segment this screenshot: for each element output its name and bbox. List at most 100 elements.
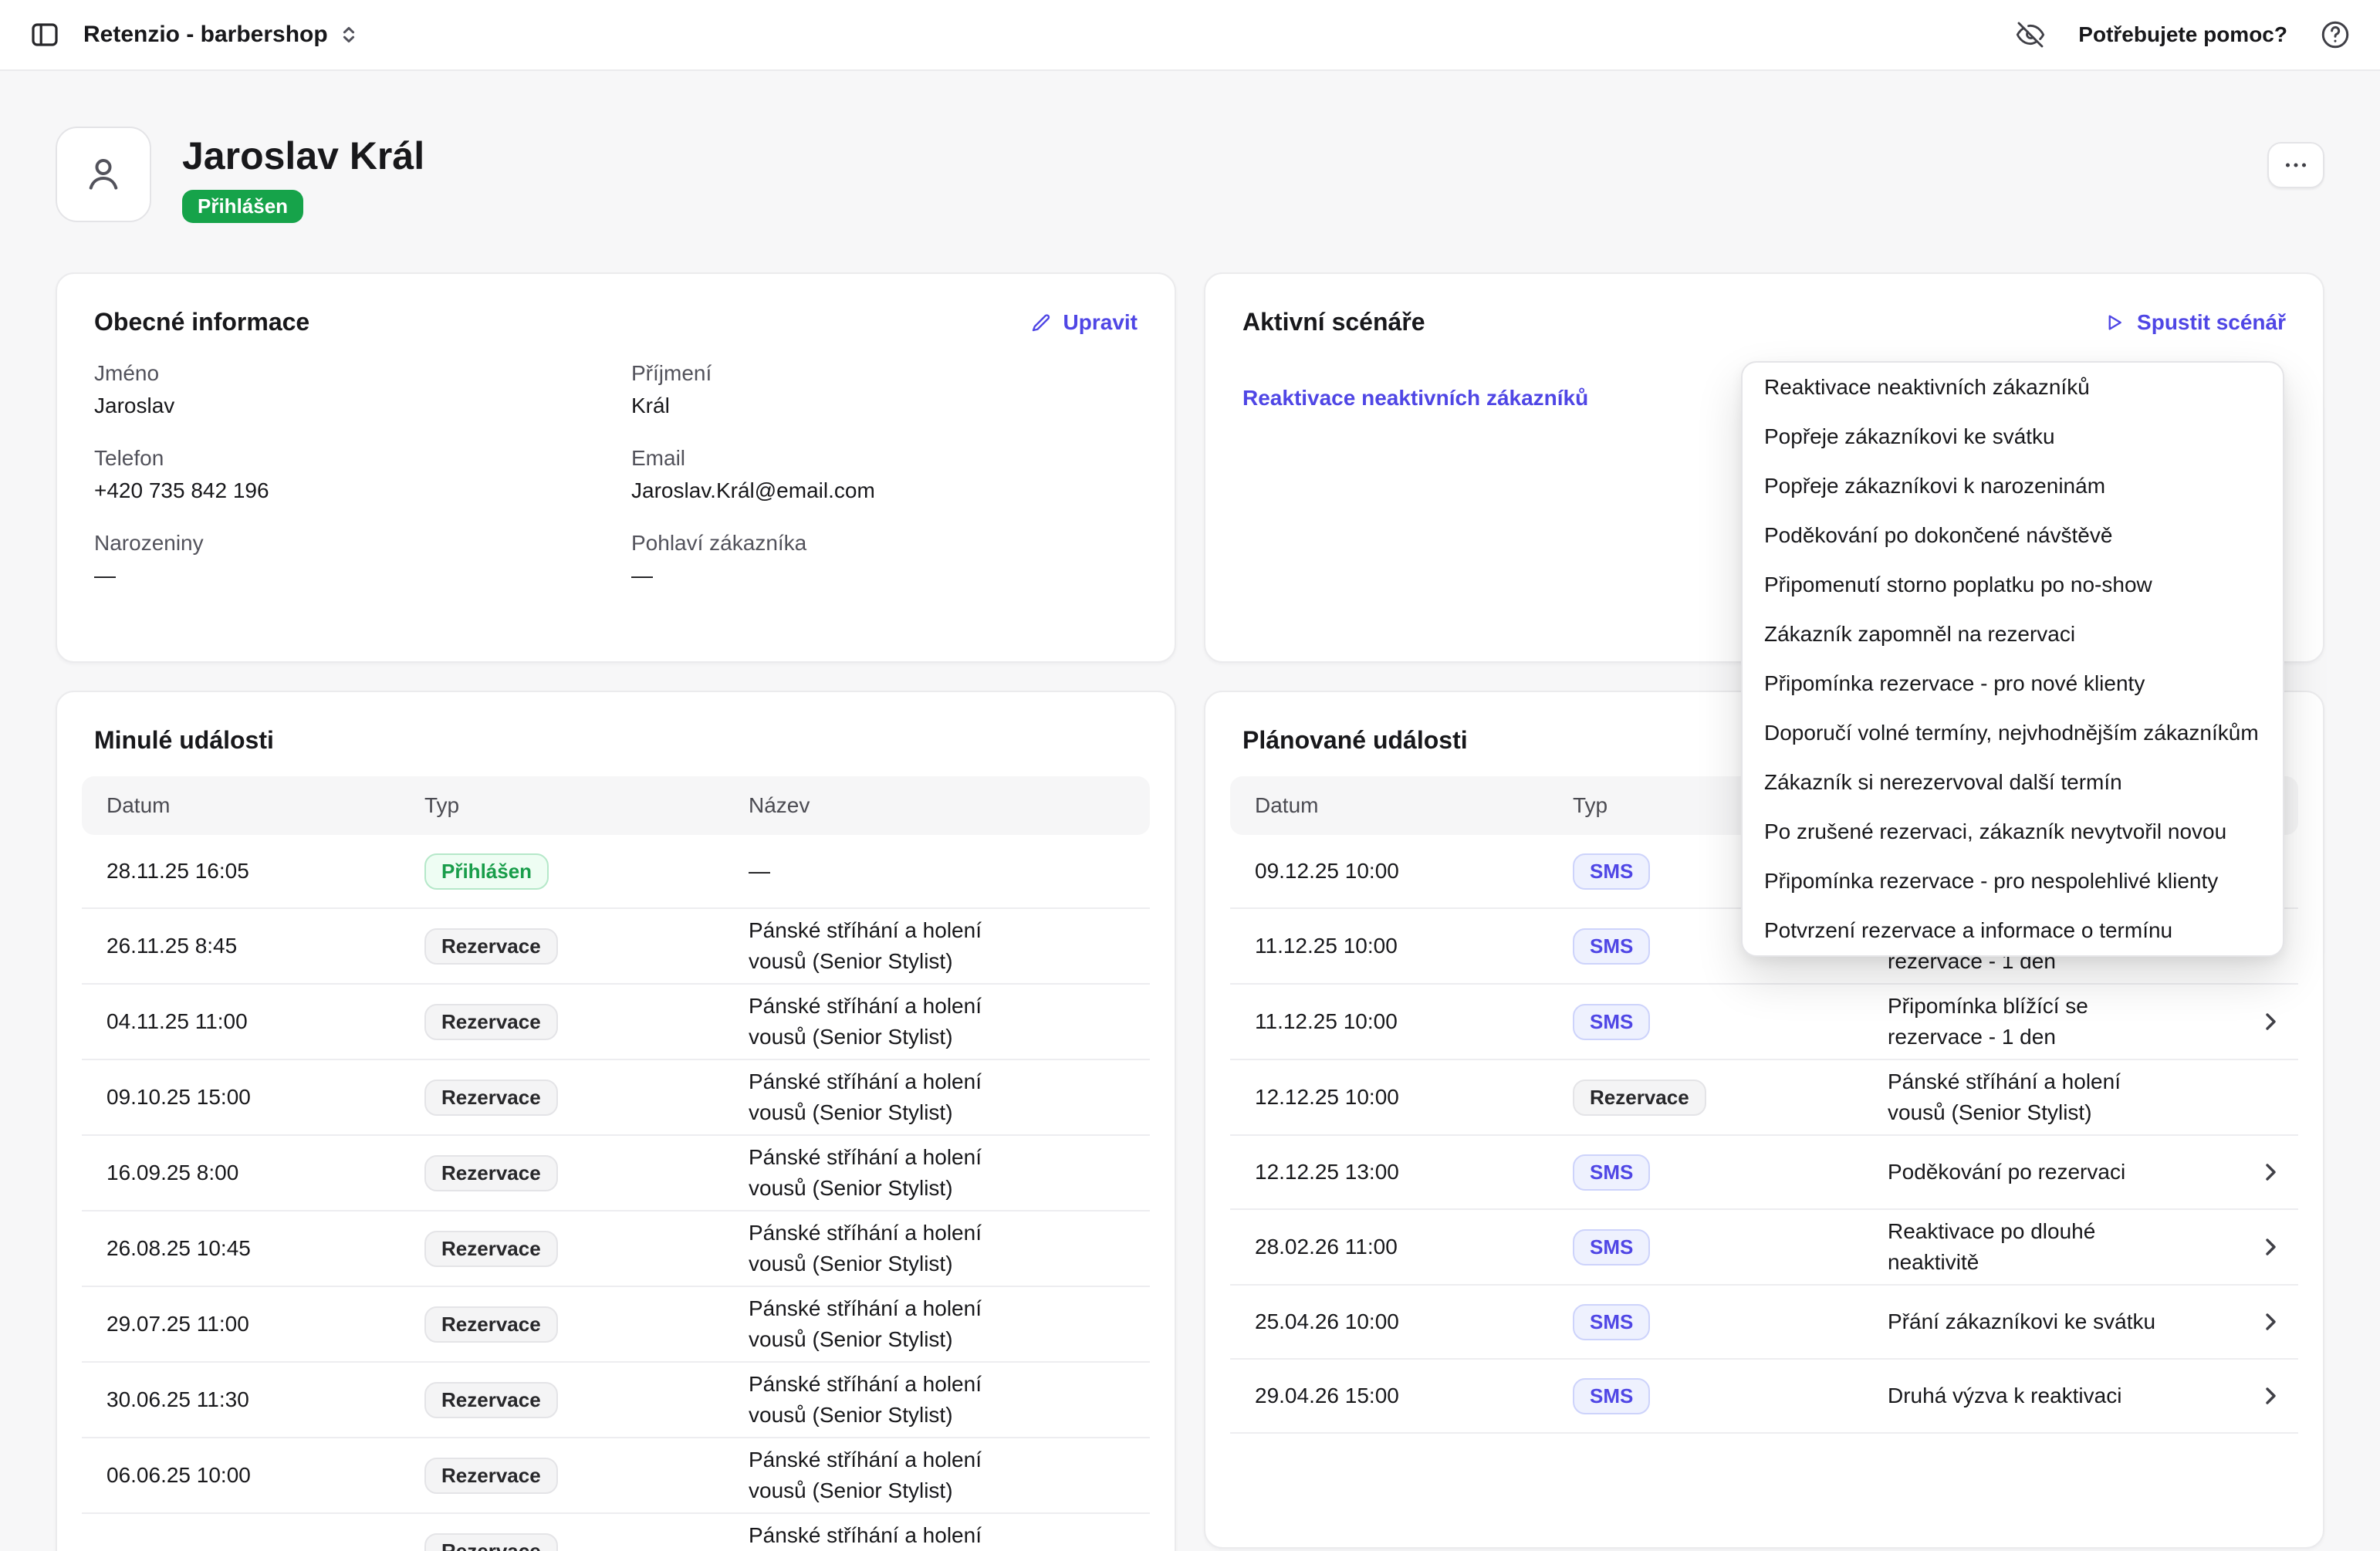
table-row: 06.06.25 10:00 Rezervace Pánské stříhání… <box>82 1438 1150 1514</box>
event-name: Pánské stříhání a holení vousů (Senior S… <box>749 1293 1034 1355</box>
avatar <box>56 127 151 222</box>
workspace-title: Retenzio - barbershop <box>83 22 328 48</box>
event-type-badge: SMS <box>1573 853 1650 890</box>
menu-item[interactable]: Připomínka rezervace - pro nové klienty <box>1743 659 2283 708</box>
col-datum: Datum <box>1230 793 1548 818</box>
event-name: Pánské stříhání a holení vousů (Senior S… <box>749 1218 1034 1279</box>
field-label: Telefon <box>94 446 600 471</box>
edit-button[interactable]: Upravit <box>1029 310 1138 335</box>
menu-item[interactable]: Poděkování po dokončené návštěvě <box>1743 511 2283 560</box>
event-date: 30.06.25 11:30 <box>82 1381 400 1418</box>
field-label: Email <box>631 446 1138 471</box>
table-row: 28.11.25 16:05 Přihlášen — <box>82 835 1150 909</box>
menu-item[interactable]: Zákazník si nerezervoval další termín <box>1743 758 2283 807</box>
ellipsis-icon <box>2282 151 2310 179</box>
past-events-title: Minulé události <box>94 726 274 755</box>
scenario-dropdown-menu: Reaktivace neaktivních zákazníků Popřeje… <box>1741 361 2284 957</box>
menu-item[interactable]: Zákazník zapomněl na rezervaci <box>1743 610 2283 659</box>
play-icon <box>2103 311 2126 334</box>
help-circle-icon <box>2319 19 2351 51</box>
table-row: 26.11.25 8:45 Rezervace Pánské stříhání … <box>82 909 1150 985</box>
table-row[interactable]: 29.04.26 15:00 SMS Druhá výzva k reaktiv… <box>1230 1360 2298 1434</box>
event-name: Připomínka blížící se rezervace - 1 den <box>1888 991 2173 1053</box>
event-date <box>82 1545 400 1551</box>
topbar: Retenzio - barbershop Potřebujete pomoc? <box>0 0 2380 71</box>
event-name: Pánské stříhání a holení vousů (Senior S… <box>749 991 1034 1053</box>
event-name: — <box>749 856 770 887</box>
general-info-title: Obecné informace <box>94 308 309 336</box>
active-scenarios-title: Aktivní scénáře <box>1242 308 1425 336</box>
event-name: Pánské stříhání a holení vousů (Senior S… <box>749 1142 1034 1204</box>
event-type-badge: SMS <box>1573 1304 1650 1340</box>
menu-item[interactable]: Popřeje zákazníkovi ke svátku <box>1743 412 2283 461</box>
chevron-right-icon[interactable] <box>2258 1160 2283 1184</box>
table-row[interactable]: 25.04.26 10:00 SMS Přání zákazníkovi ke … <box>1230 1286 2298 1360</box>
event-type-badge: Rezervace <box>424 1155 558 1191</box>
table-row[interactable]: 28.02.26 11:00 SMS Reaktivace po dlouhé … <box>1230 1210 2298 1286</box>
help-button[interactable] <box>2312 12 2358 58</box>
event-type-badge: Rezervace <box>424 1231 558 1267</box>
event-type-badge: Rezervace <box>424 1306 558 1343</box>
event-date: 12.12.25 10:00 <box>1230 1079 1548 1116</box>
menu-item[interactable]: Připomínka rezervace - pro nespolehlivé … <box>1743 857 2283 906</box>
visibility-toggle-button[interactable] <box>2007 12 2054 58</box>
event-date: 25.04.26 10:00 <box>1230 1303 1548 1340</box>
field-value: Jaroslav.Král@email.com <box>631 478 1138 503</box>
table-row: Rezervace Pánské stříhání a holení vousů… <box>82 1514 1150 1551</box>
active-scenario-link[interactable]: Reaktivace neaktivních zákazníků <box>1242 386 1588 411</box>
event-date: 29.07.25 11:00 <box>82 1306 400 1343</box>
field-jmeno: Jméno Jaroslav <box>94 361 600 418</box>
event-name: Pánské stříhání a holení vousů (Senior S… <box>749 1445 1034 1506</box>
help-link[interactable]: Potřebujete pomoc? <box>2078 22 2287 47</box>
event-date: 29.04.26 15:00 <box>1230 1377 1548 1414</box>
table-row: 30.06.25 11:30 Rezervace Pánské stříhání… <box>82 1363 1150 1438</box>
menu-item[interactable]: Po zrušené rezervaci, zákazník nevytvoři… <box>1743 807 2283 857</box>
event-type-badge: SMS <box>1573 1378 1650 1414</box>
sidebar-toggle-button[interactable] <box>22 12 68 58</box>
customer-identity: Jaroslav Král Přihlášen <box>182 127 424 223</box>
workspace-switcher[interactable]: Retenzio - barbershop <box>83 22 359 48</box>
eye-off-icon <box>2015 19 2046 50</box>
field-label: Narozeniny <box>94 531 600 556</box>
event-name: Druhá výzva k reaktivaci <box>1888 1380 2121 1411</box>
event-type-badge: SMS <box>1573 928 1650 965</box>
menu-item[interactable]: Doporučí volné termíny, nejvhodnějším zá… <box>1743 708 2283 758</box>
chevron-right-icon[interactable] <box>2258 1235 2283 1259</box>
menu-item[interactable]: Připomenutí storno poplatku po no-show <box>1743 560 2283 610</box>
more-actions-button[interactable] <box>2267 142 2324 188</box>
event-type-badge: Rezervace <box>424 1458 558 1494</box>
sidebar-icon <box>29 19 60 50</box>
event-type-badge: SMS <box>1573 1229 1650 1265</box>
planned-events-title: Plánované události <box>1242 726 1468 755</box>
event-date: 11.12.25 10:00 <box>1230 928 1548 965</box>
run-scenario-button[interactable]: Spustit scénář <box>2103 310 2286 335</box>
table-row[interactable]: 11.12.25 10:00 SMS Připomínka blížící se… <box>1230 985 2298 1060</box>
field-value: — <box>631 563 1138 588</box>
menu-item[interactable]: Potvrzení rezervace a informace o termín… <box>1743 906 2283 955</box>
table-row: 12.12.25 10:00 Rezervace Pánské stříhání… <box>1230 1060 2298 1136</box>
table-row[interactable]: 12.12.25 13:00 SMS Poděkování po rezerva… <box>1230 1136 2298 1210</box>
chevron-right-icon[interactable] <box>2258 1309 2283 1334</box>
event-name: Pánské stříhání a holení vousů (Senior S… <box>1888 1066 2173 1128</box>
col-nazev: Název <box>724 793 1150 818</box>
chevron-right-icon[interactable] <box>2258 1009 2283 1034</box>
event-name: Pánské stříhání a holení vousů (Senior S… <box>749 1369 1034 1431</box>
menu-item[interactable]: Popřeje zákazníkovi k narozeninám <box>1743 461 2283 511</box>
field-narozeniny: Narozeniny — <box>94 531 600 588</box>
event-date: 09.10.25 15:00 <box>82 1079 400 1116</box>
event-type-badge: Rezervace <box>1573 1080 1706 1116</box>
event-type-badge: Rezervace <box>424 1382 558 1418</box>
event-date: 28.02.26 11:00 <box>1230 1228 1548 1265</box>
event-date: 16.09.25 8:00 <box>82 1154 400 1191</box>
person-icon <box>80 151 127 198</box>
field-value: Jaroslav <box>94 394 600 418</box>
menu-item[interactable]: Reaktivace neaktivních zákazníků <box>1743 363 2283 412</box>
table-row: 09.10.25 15:00 Rezervace Pánské stříhání… <box>82 1060 1150 1136</box>
event-date: 04.11.25 11:00 <box>82 1003 400 1040</box>
event-name: Pánské stříhání a holení vousů (Senior S… <box>749 915 1034 977</box>
field-email: Email Jaroslav.Král@email.com <box>631 446 1138 503</box>
chevron-right-icon[interactable] <box>2258 1384 2283 1408</box>
event-date: 26.11.25 8:45 <box>82 928 400 965</box>
event-date: 09.12.25 10:00 <box>1230 853 1548 890</box>
table-header: Datum Typ Název <box>82 776 1150 835</box>
